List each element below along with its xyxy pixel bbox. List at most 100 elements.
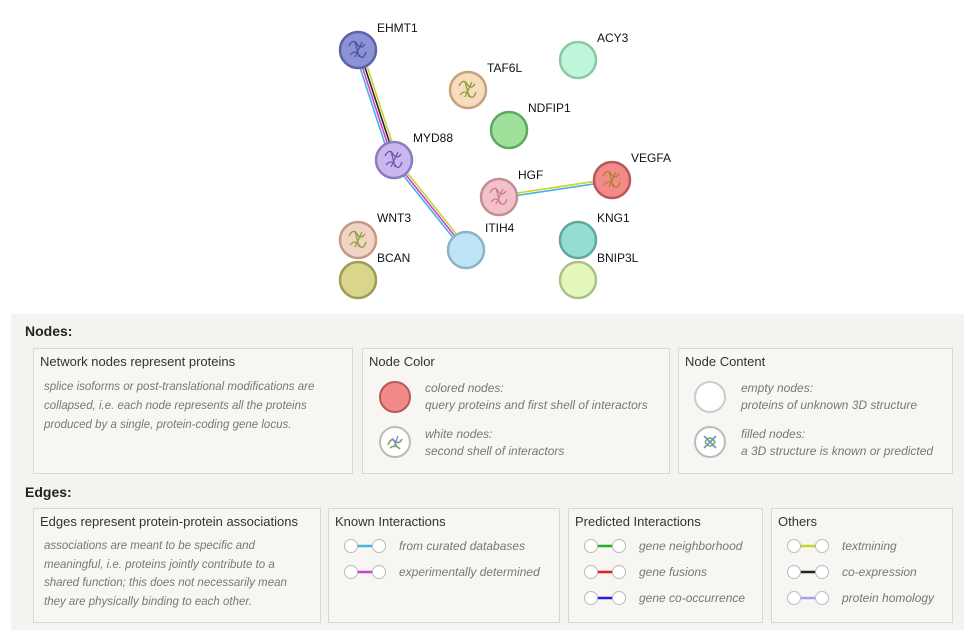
colored-nodes-label: colored nodes: bbox=[425, 381, 504, 395]
edge-ehmt1-myd88[interactable] bbox=[353, 48, 399, 162]
edge-experimental-icon bbox=[343, 564, 387, 580]
node-label: WNT3 bbox=[377, 211, 411, 225]
node-label: HGF bbox=[518, 168, 543, 182]
edges-section-title: Edges: bbox=[25, 484, 72, 500]
known-interactions-box: Known Interactions from curated database… bbox=[328, 508, 560, 623]
node-acy3[interactable]: ACY3 bbox=[558, 31, 629, 80]
filled-nodes-desc: a 3D structure is known or predicted bbox=[741, 444, 934, 458]
network-nodes-title: Network nodes represent proteins bbox=[40, 354, 236, 369]
empty-nodes-label: empty nodes: bbox=[741, 381, 814, 395]
protein-structure-icon bbox=[489, 187, 508, 206]
node-label: VEGFA bbox=[631, 151, 671, 165]
edge-textmining-icon bbox=[786, 538, 830, 554]
desc-line: produced by a single, protein-coding gen… bbox=[44, 419, 292, 431]
node-vegfa[interactable]: VEGFA bbox=[592, 151, 671, 200]
edge-evidence-line bbox=[353, 50, 392, 162]
edge-evidence-line bbox=[356, 50, 394, 161]
node-hgf[interactable]: HGF bbox=[479, 168, 543, 217]
colored-nodes-desc: query proteins and first shell of intera… bbox=[425, 398, 648, 412]
node-ehmt1[interactable]: EHMT1 bbox=[338, 21, 418, 70]
protein-structure-icon bbox=[384, 150, 403, 169]
node-label: MYD88 bbox=[413, 131, 453, 145]
edges-desc: associations are meant to be specific an… bbox=[44, 537, 287, 611]
desc-line: meaningful, i.e. proteins jointly contri… bbox=[44, 558, 275, 571]
edge-evidence-line bbox=[395, 158, 469, 250]
edge-coexpression-icon bbox=[786, 564, 830, 580]
known-interactions-title: Known Interactions bbox=[335, 514, 446, 529]
desc-line: shared function; this does not necessari… bbox=[44, 577, 287, 589]
node-bnip3l[interactable]: BNIP3L bbox=[558, 251, 639, 300]
node-circle bbox=[558, 260, 598, 300]
legend-item-curated: from curated databases bbox=[343, 538, 525, 554]
node-label: KNG1 bbox=[597, 211, 630, 225]
legend-item-label: experimentally determined bbox=[399, 565, 540, 579]
legend-item-label: gene neighborhood bbox=[639, 539, 743, 553]
node-circle bbox=[338, 260, 378, 300]
legend-item-label: protein homology bbox=[842, 591, 935, 605]
white-nodes-label: white nodes: bbox=[425, 427, 493, 441]
node-itih4[interactable]: ITIH4 bbox=[446, 221, 515, 270]
edge-neighborhood-icon bbox=[583, 538, 627, 554]
node-color-box: Node Color colored nodes: query proteins… bbox=[362, 348, 670, 474]
desc-line: associations are meant to be specific an… bbox=[44, 540, 255, 552]
edges-desc-box: Edges represent protein-protein associat… bbox=[33, 508, 321, 623]
node-label: ACY3 bbox=[597, 31, 629, 45]
node-kng1[interactable]: KNG1 bbox=[558, 211, 630, 260]
predicted-interactions-box: Predicted Interactions gene neighborhood… bbox=[568, 508, 763, 623]
predicted-interactions-title: Predicted Interactions bbox=[575, 514, 701, 529]
node-taf6l[interactable]: TAF6L bbox=[448, 61, 522, 110]
legend-item-coexpression: co-expression bbox=[786, 564, 917, 580]
legend-item-homology: protein homology bbox=[786, 590, 934, 606]
edge-cooccurrence-icon bbox=[583, 590, 627, 606]
desc-line: splice isoforms or post-translational mo… bbox=[44, 381, 315, 393]
white-nodes-desc: second shell of interactors bbox=[425, 444, 565, 458]
legend-item-label: textmining bbox=[842, 539, 897, 553]
empty-nodes-text: empty nodes: proteins of unknown 3D stru… bbox=[741, 380, 917, 414]
node-layer: EHMT1 ACY3 TAF6L NDFIP1 MYD88 HGF VEGFA WNT3 ITI… bbox=[338, 21, 671, 300]
white-node-icon bbox=[379, 426, 411, 458]
legend-item-cooccurrence: gene co-occurrence bbox=[583, 590, 745, 606]
node-circle bbox=[489, 110, 529, 150]
node-content-box: Node Content empty nodes: proteins of un… bbox=[678, 348, 953, 474]
legend-item-experimental: experimentally determined bbox=[343, 564, 540, 580]
node-circle bbox=[558, 40, 598, 80]
legend-item-neighborhood: gene neighborhood bbox=[583, 538, 742, 554]
node-label: BNIP3L bbox=[597, 251, 639, 265]
white-nodes-text: white nodes: second shell of interactors bbox=[425, 426, 564, 460]
edge-curated-icon bbox=[343, 538, 387, 554]
node-circle bbox=[558, 220, 598, 260]
node-wnt3[interactable]: WNT3 bbox=[338, 211, 411, 260]
desc-line: collapsed, i.e. each node represents all… bbox=[44, 400, 307, 412]
edge-homology-icon bbox=[786, 590, 830, 606]
node-ndfip1[interactable]: NDFIP1 bbox=[489, 101, 571, 150]
protein-structure-icon bbox=[348, 230, 367, 249]
legend-item-label: co-expression bbox=[842, 565, 917, 579]
node-circle bbox=[446, 230, 486, 270]
others-box: Others textmining co-expression protein … bbox=[771, 508, 953, 623]
filled-node-icon bbox=[694, 426, 726, 458]
edge-evidence-line bbox=[358, 49, 396, 160]
node-bcan[interactable]: BCAN bbox=[338, 251, 410, 300]
legend-item-textmining: textmining bbox=[786, 538, 897, 554]
filled-nodes-label: filled nodes: bbox=[741, 427, 806, 441]
edge-fusions-icon bbox=[583, 564, 627, 580]
node-content-title: Node Content bbox=[685, 354, 766, 369]
legend-item-label: from curated databases bbox=[399, 539, 526, 553]
colored-nodes-text: colored nodes: query proteins and first … bbox=[425, 380, 648, 414]
protein-structure-icon bbox=[348, 40, 367, 59]
nodes-section-title: Nodes: bbox=[25, 323, 73, 339]
legend-item-label: gene fusions bbox=[639, 565, 708, 579]
desc-line: they are physically binding to each othe… bbox=[44, 595, 252, 608]
edges-desc-title: Edges represent protein-protein associat… bbox=[40, 514, 298, 529]
node-label: TAF6L bbox=[487, 61, 522, 75]
protein-structure-icon bbox=[602, 170, 621, 189]
edge-evidence-line bbox=[360, 48, 399, 160]
node-label: BCAN bbox=[377, 251, 410, 265]
network-graph: EHMT1 ACY3 TAF6L NDFIP1 MYD88 HGF VEGFA WNT3 ITI… bbox=[338, 21, 671, 300]
node-label: ITIH4 bbox=[485, 221, 515, 235]
legend-item-fusions: gene fusions bbox=[583, 564, 707, 580]
protein-structure-icon bbox=[458, 80, 477, 99]
node-myd88[interactable]: MYD88 bbox=[374, 131, 453, 180]
legend-panel: Nodes: Network nodes represent proteins … bbox=[11, 314, 964, 630]
edge-evidence-line bbox=[391, 160, 465, 252]
